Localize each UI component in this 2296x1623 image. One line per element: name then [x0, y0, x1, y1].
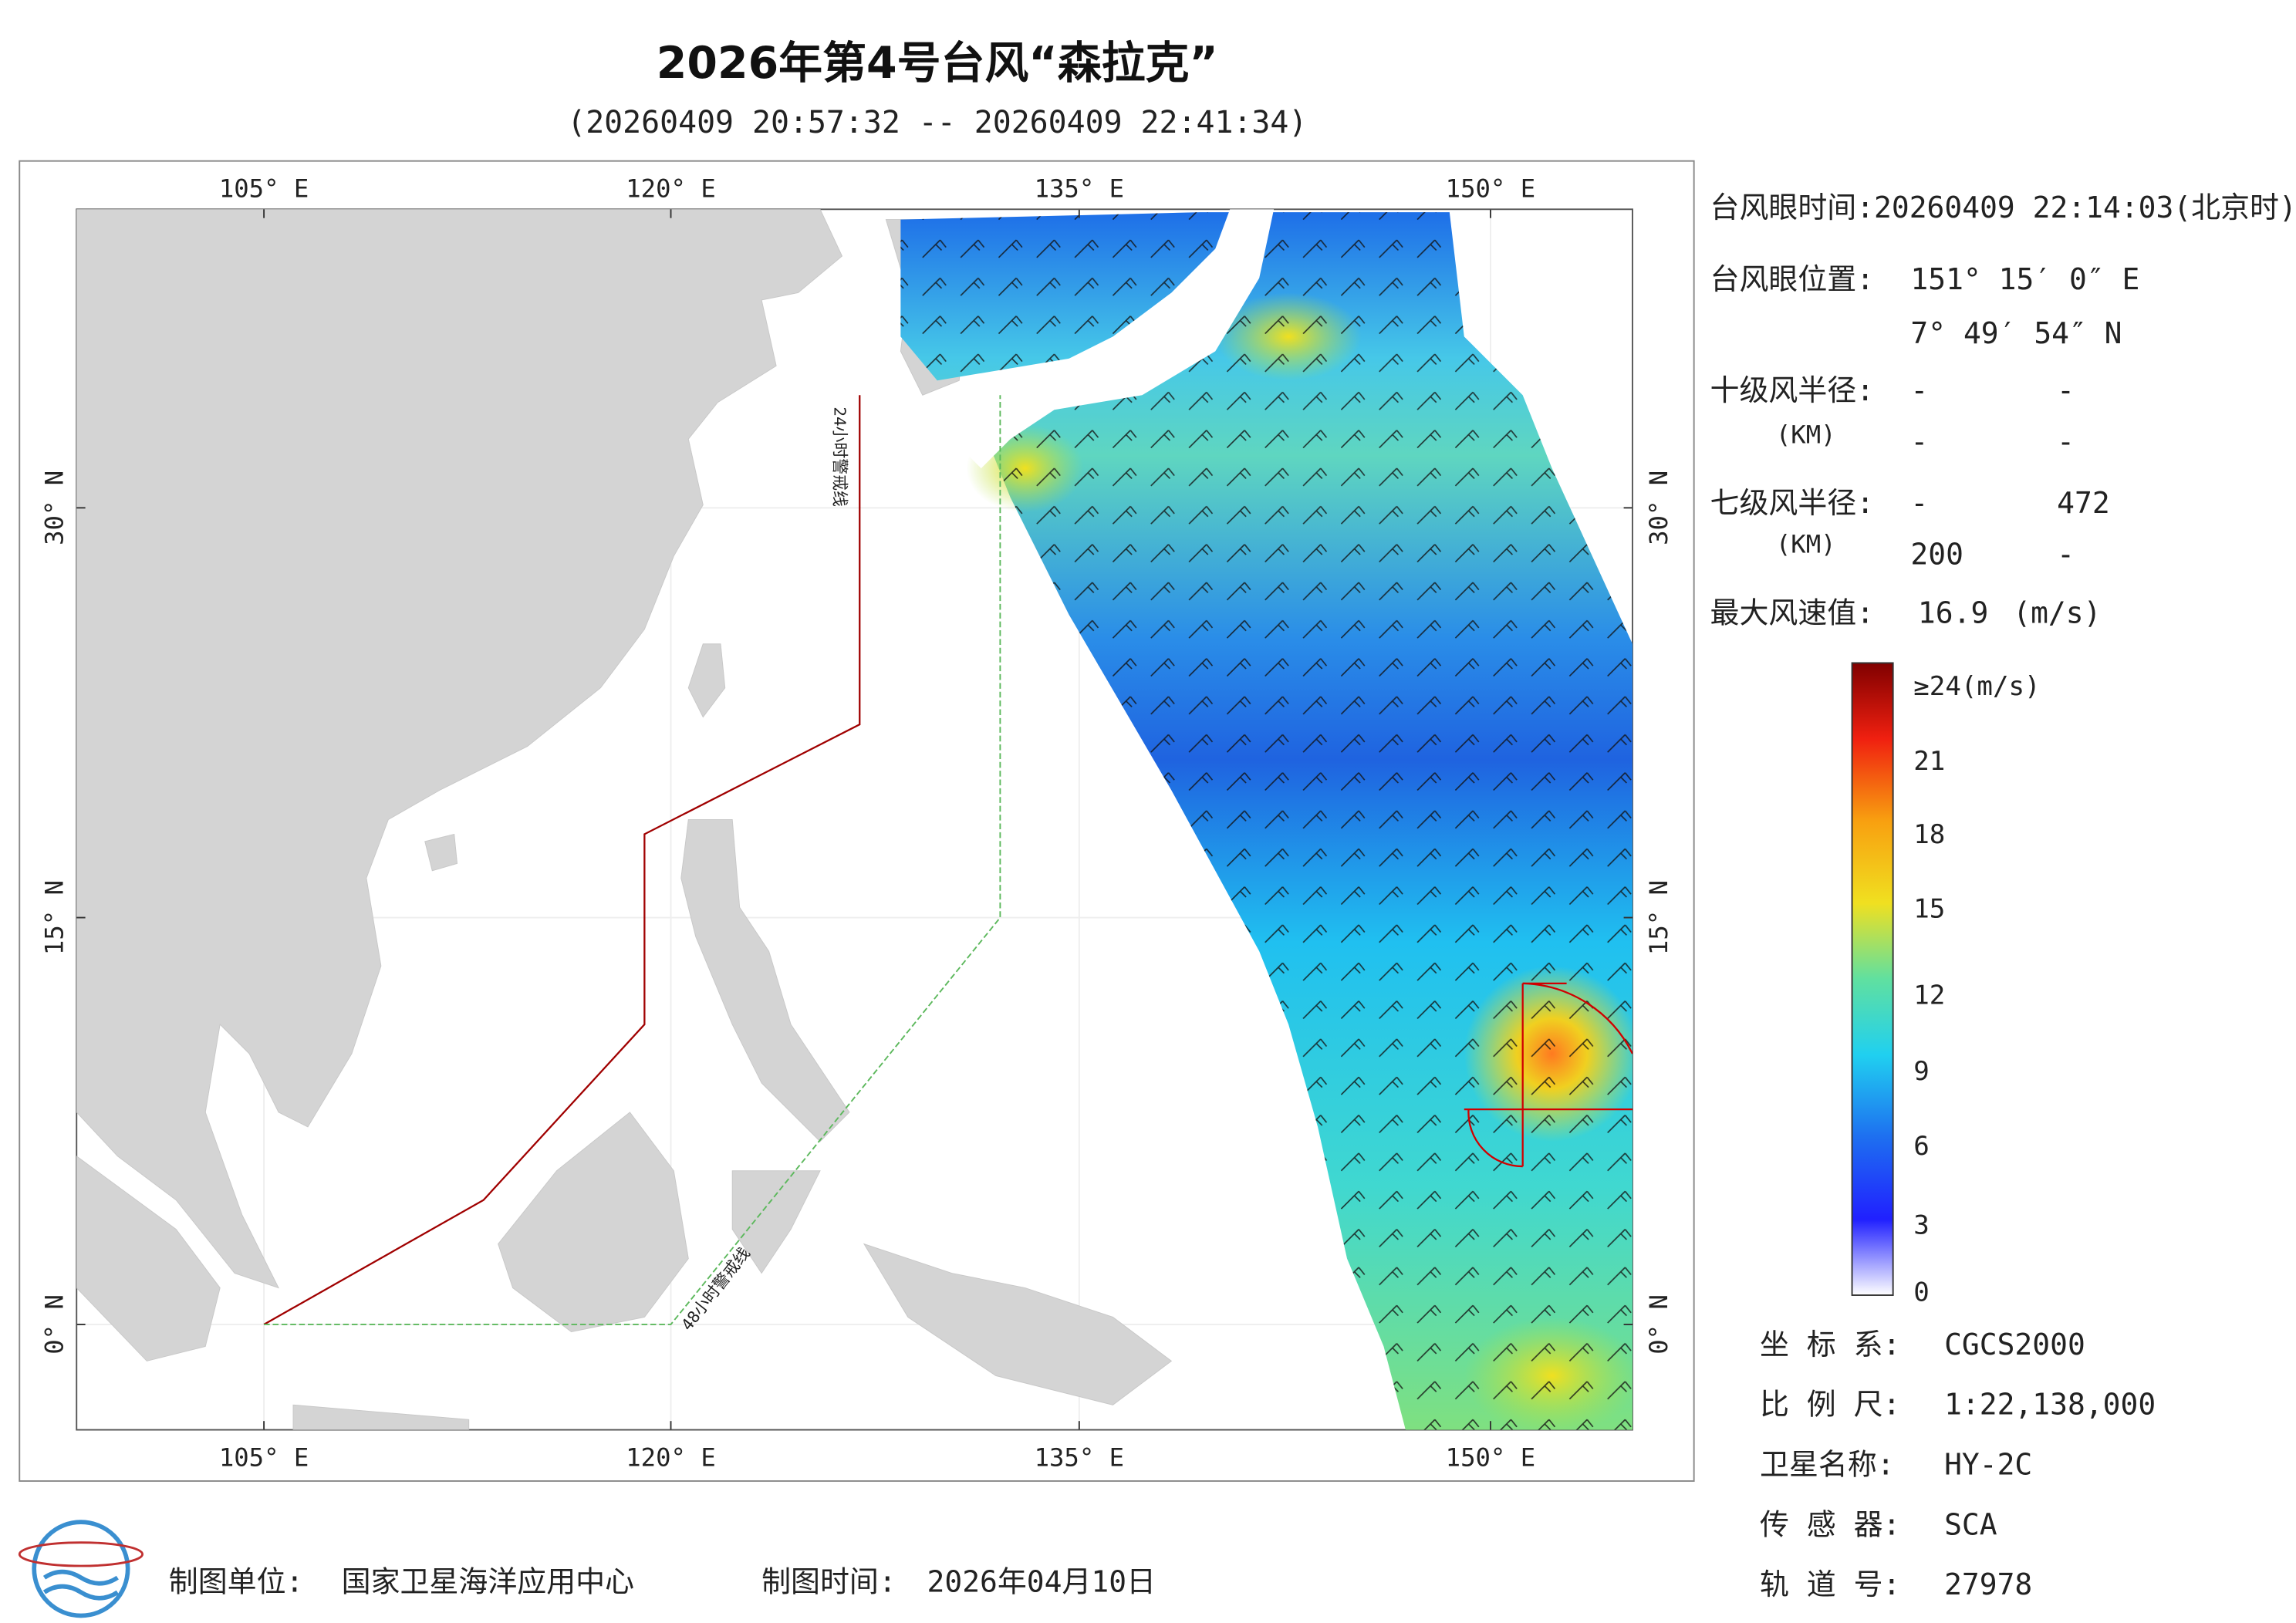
info-label: 最大风速值: [1710, 596, 1875, 629]
footer-label: 制图单位: [169, 1564, 304, 1598]
info-value: - [2057, 537, 2075, 571]
colorbar-label: 12 [1913, 980, 1945, 1011]
info-value: 472 [2057, 486, 2110, 520]
map-frame [19, 160, 1695, 1482]
lon-label: 135° E [1035, 174, 1125, 204]
path [1467, 1109, 1523, 1168]
title: 2026年第4号台风“森拉克” [657, 38, 1218, 89]
meta-value: 27978 [1944, 1567, 2032, 1601]
lat-label: 30° N [40, 471, 69, 545]
colorbar-label: 0 [1913, 1277, 1930, 1308]
warning-label-24h: 24小时警戒线 [831, 407, 849, 507]
colorbar [1851, 662, 1894, 1296]
path [42, 1584, 119, 1601]
info-value: 16.9 [1918, 596, 1988, 629]
wind-swath [900, 209, 1633, 1430]
meta-value: HY-2C [1944, 1447, 2032, 1481]
lon-label: 105° E [219, 174, 309, 204]
lon-label: 135° E [1035, 1443, 1125, 1473]
meta-label: 传 感 器: [1760, 1507, 1900, 1541]
lon-label: 150° E [1446, 1443, 1536, 1473]
polygon [424, 833, 458, 872]
polygon [731, 1170, 821, 1274]
land [76, 209, 1173, 1430]
colorbar-label: 9 [1913, 1056, 1930, 1087]
metadata: 坐 标 系: CGCS2000 比 例 尺: 1:22,138,000 卫星名称: HY-… [1760, 1328, 2156, 1601]
meta-value: SCA [1944, 1507, 1997, 1541]
colorbar-ticks: ≥24(m/s) 21 18 15 12 9 6 3 0 [1913, 671, 2040, 1308]
colorbar-label: 18 [1913, 819, 1945, 850]
polygon [292, 1404, 470, 1430]
meta-label: 比 例 尺: [1760, 1388, 1900, 1422]
info-unit: (KM) [1776, 420, 1836, 449]
polygon [680, 818, 850, 1142]
info-label: 台风眼位置: [1710, 262, 1875, 296]
footer-label: 制图时间: [761, 1564, 896, 1598]
meta-label: 轨 道 号: [1760, 1567, 1900, 1601]
lat-label: 15° N [1644, 880, 1673, 955]
info-value: 151° 15′ 0″ E [1910, 262, 2139, 296]
info-value: - [2057, 424, 2075, 458]
meta-value: CGCS2000 [1944, 1328, 2085, 1361]
meta-label: 卫星名称: [1760, 1447, 1895, 1481]
lat-label: 0° N [40, 1294, 69, 1355]
polygon [863, 1243, 1173, 1405]
polygon [687, 643, 726, 718]
colorbar-label: 15 [1913, 894, 1945, 925]
info-value: 200 [1910, 537, 1963, 571]
polygon [76, 209, 843, 1289]
info-value: - [1910, 373, 1928, 407]
footer-value: 2026年04月10日 [927, 1564, 1156, 1598]
lat-label: 30° N [1644, 471, 1673, 545]
info-eye-time: 台风眼时间:20260409 22:14:03(北京时) [1710, 191, 2296, 224]
polygon [498, 1112, 689, 1332]
ellipse [18, 1541, 144, 1567]
lon-label: 105° E [219, 1443, 309, 1473]
circle [32, 1520, 130, 1618]
typhoon-wind-radius [1464, 982, 1633, 1168]
info-value: - [1910, 424, 1928, 458]
lon-label: 120° E [626, 1443, 716, 1473]
colorbar-label: 21 [1913, 746, 1945, 777]
lat-label: 0° N [1644, 1294, 1673, 1355]
warning-line-48h [264, 395, 1001, 1325]
info-unit: (m/s) [2013, 596, 2101, 629]
colorbar-label: 6 [1913, 1131, 1930, 1162]
warning-line-24h [263, 395, 861, 1325]
info-label: 十级风半径: [1710, 373, 1875, 407]
colorbar-label: 3 [1913, 1210, 1930, 1240]
logo [18, 1520, 144, 1618]
polygon [951, 209, 1275, 469]
map-content [76, 209, 1633, 1430]
path [1522, 982, 1633, 1054]
footer-value: 国家卫星海洋应用中心 [342, 1564, 634, 1598]
lon-label: 150° E [1446, 174, 1536, 204]
info-label: 七级风半径: [1710, 486, 1875, 520]
info-value: - [1910, 486, 1928, 520]
meta-label: 坐 标 系: [1760, 1328, 1900, 1361]
polygon [900, 212, 1633, 1430]
info-value: - [2057, 373, 2075, 407]
subtitle: (20260409 20:57:32 -- 20260409 22:41:34) [567, 105, 1307, 140]
lat-label: 15° N [40, 880, 69, 955]
info-unit: (KM) [1776, 530, 1836, 559]
meta-value: 1:22,138,000 [1944, 1388, 2156, 1422]
axis-labels: 105° E 105° E 120° E 120° E 135° E 135° E 150°… [40, 174, 1673, 1473]
lon-label: 120° E [626, 174, 716, 204]
polygon [76, 1156, 221, 1361]
path [42, 1569, 119, 1586]
colorbar-label: ≥24(m/s) [1913, 671, 2040, 702]
info-value: 7° 49′ 54″ N [1910, 316, 2122, 350]
